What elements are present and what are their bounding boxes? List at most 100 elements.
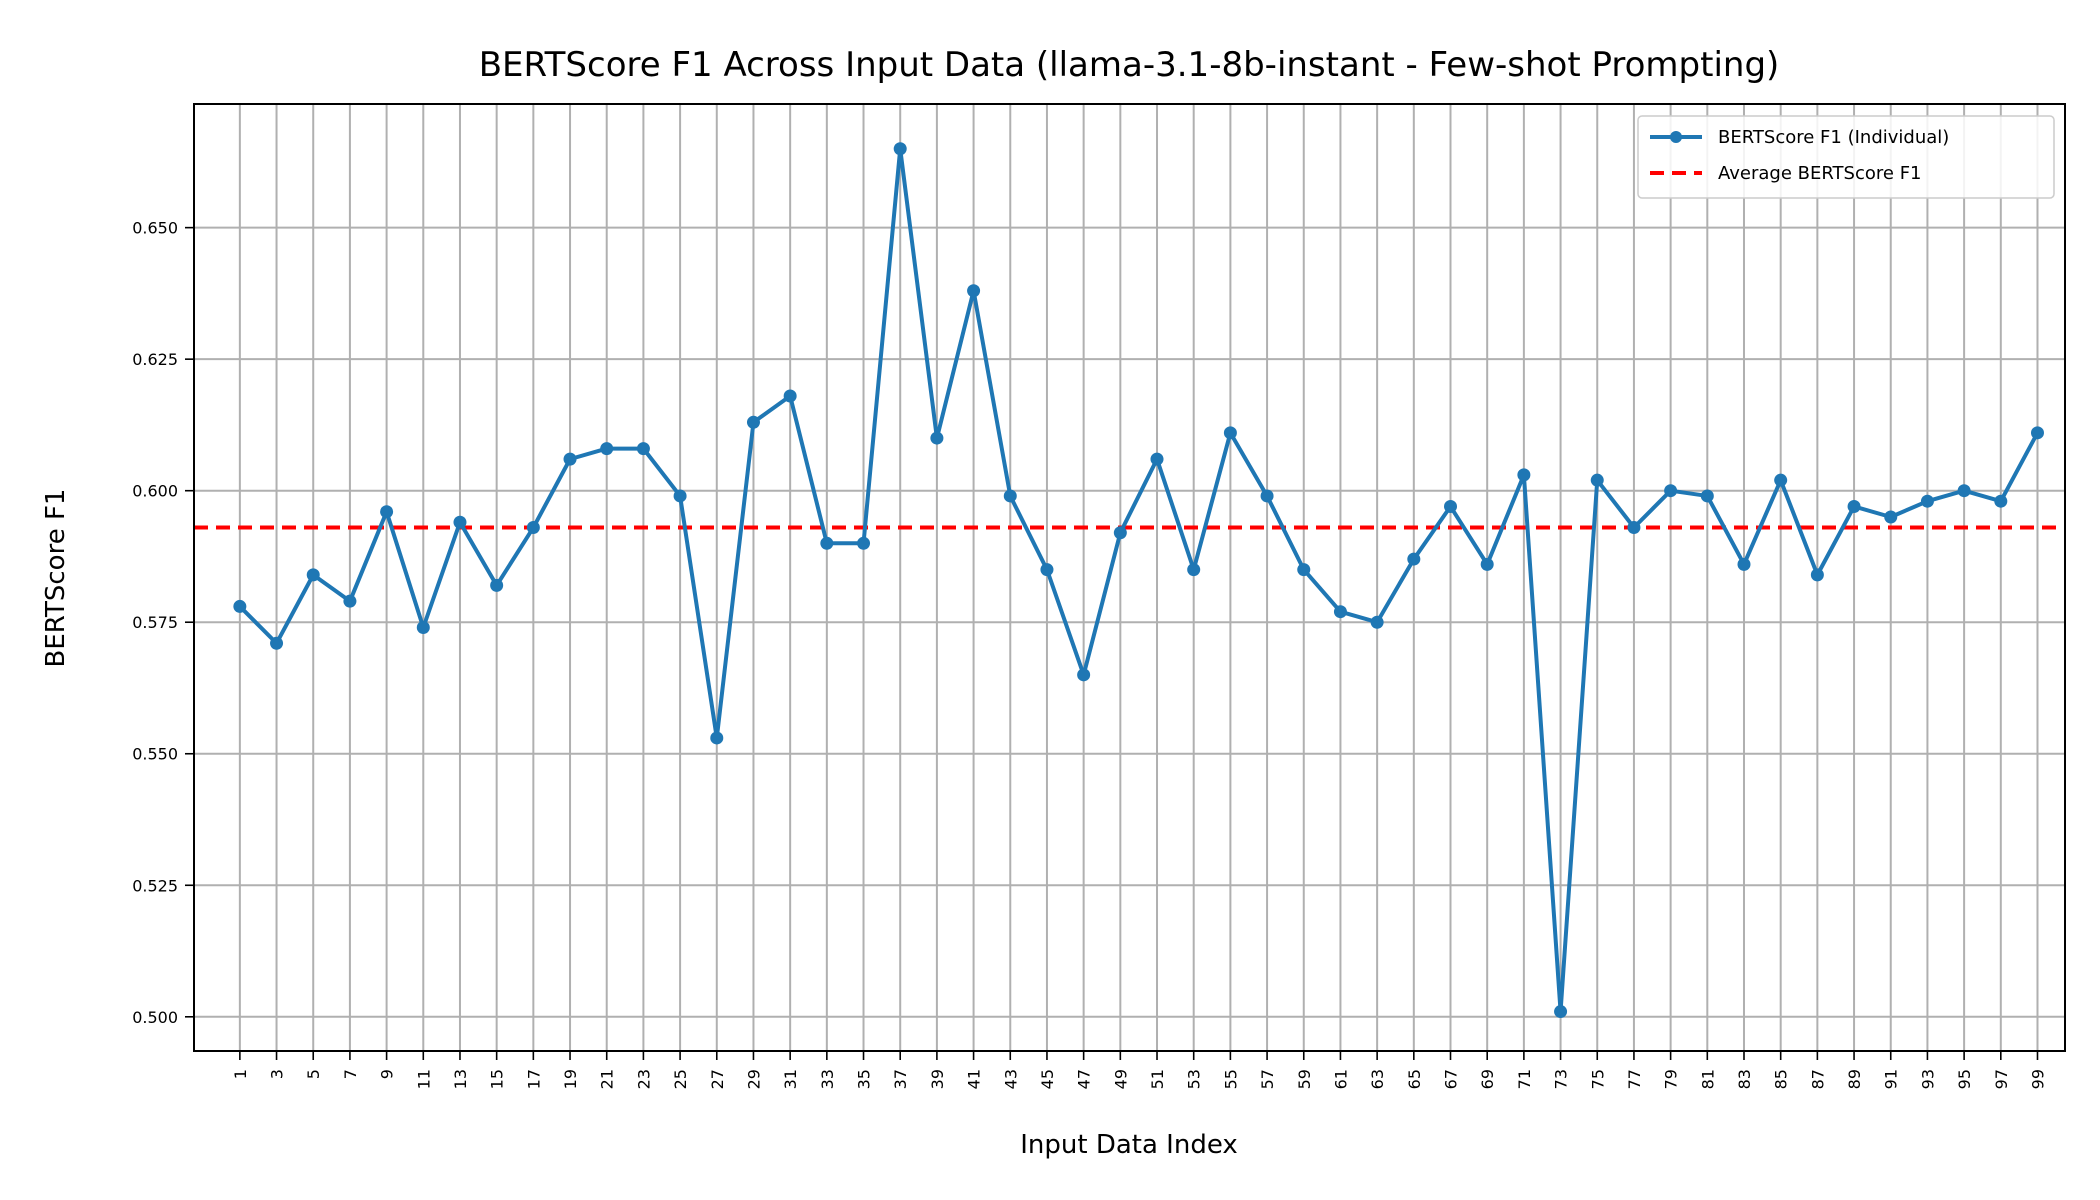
data-point [930, 431, 944, 445]
x-tick-label: 93 [1918, 1069, 1937, 1089]
data-point [1113, 526, 1127, 540]
x-tick-label: 1 [231, 1069, 250, 1079]
data-point [600, 442, 614, 456]
data-point [1700, 489, 1714, 503]
x-tick-label: 5 [304, 1069, 323, 1079]
data-point [1847, 499, 1861, 513]
x-tick-label: 37 [891, 1069, 910, 1089]
y-tick-label: 0.600 [132, 482, 178, 501]
x-tick-label: 13 [451, 1069, 470, 1089]
data-point [673, 489, 687, 503]
plot-frame [193, 103, 2066, 1052]
y-tick-label: 0.650 [132, 219, 178, 238]
chart-title: BERTScore F1 Across Input Data (llama-3.… [479, 45, 1780, 85]
data-point [1260, 489, 1274, 503]
grid-layer [194, 104, 2065, 1051]
x-tick-label: 25 [671, 1069, 690, 1089]
data-point [1884, 510, 1898, 524]
x-tick-label: 47 [1075, 1069, 1094, 1089]
data-point [1920, 494, 1934, 508]
data-point [967, 284, 981, 298]
data-point [1957, 484, 1971, 498]
data-point [1810, 568, 1824, 582]
x-tick-label: 43 [1001, 1069, 1020, 1089]
data-point [1003, 489, 1017, 503]
x-tick-label: 71 [1515, 1069, 1534, 1089]
x-tick-label: 35 [855, 1069, 874, 1089]
data-point [636, 442, 650, 456]
x-tick-label: 19 [561, 1069, 580, 1089]
data-point [306, 568, 320, 582]
x-tick-label: 99 [2028, 1069, 2047, 1089]
data-point [2030, 426, 2044, 440]
data-point [416, 620, 430, 634]
data-point [453, 515, 467, 529]
y-tick-label: 0.500 [132, 1008, 178, 1027]
data-point [893, 142, 907, 156]
data-point [380, 505, 394, 519]
data-point [857, 536, 871, 550]
x-tick-label: 49 [1111, 1069, 1130, 1089]
data-point [1077, 668, 1091, 682]
data-point [490, 578, 504, 592]
x-tick-label: 67 [1442, 1069, 1461, 1089]
data-point [1333, 605, 1347, 619]
data-point [1297, 563, 1311, 577]
x-tick-label: 79 [1662, 1069, 1681, 1089]
data-point [343, 594, 357, 608]
x-tick-label: 7 [341, 1069, 360, 1079]
data-point [1737, 557, 1751, 571]
x-tick-label: 85 [1772, 1069, 1791, 1089]
data-point [1040, 563, 1054, 577]
legend: BERTScore F1 (Individual) Average BERTSc… [1637, 115, 2055, 199]
legend-series-marker [1670, 131, 1682, 143]
data-point [233, 599, 247, 613]
x-tick-label: 97 [1992, 1069, 2011, 1089]
data-point [710, 731, 724, 745]
legend-series-label: BERTScore F1 (Individual) [1718, 127, 1949, 148]
data-point [1444, 499, 1458, 513]
x-tick-label: 87 [1808, 1069, 1827, 1089]
data-point [1150, 452, 1164, 466]
x-tick-label: 73 [1552, 1069, 1571, 1089]
x-tick-label: 17 [524, 1069, 543, 1089]
y-tick-label: 0.625 [132, 350, 178, 369]
data-point [1590, 473, 1604, 487]
x-tick-label: 61 [1331, 1069, 1350, 1089]
data-point [820, 536, 834, 550]
tick-layer: 1 3 5 7 9 11 13 15 17 19 21 23 25 27 29 31 33 35 37 39 41 43 4… [132, 219, 2047, 1090]
x-tick-label: 53 [1185, 1069, 1204, 1089]
data-point [1994, 494, 2008, 508]
x-tick-label: 3 [268, 1069, 287, 1079]
legend-average-label: Average BERTScore F1 [1718, 163, 1922, 184]
data-point [1554, 1005, 1568, 1019]
x-tick-label: 11 [414, 1069, 433, 1089]
x-tick-label: 57 [1258, 1069, 1277, 1089]
x-tick-label: 51 [1148, 1069, 1167, 1089]
x-tick-label: 59 [1295, 1069, 1314, 1089]
data-point [563, 452, 577, 466]
x-tick-label: 55 [1221, 1069, 1240, 1089]
y-axis-label: BERTScore F1 [41, 489, 71, 668]
x-tick-label: 9 [378, 1069, 397, 1079]
data-point [270, 636, 284, 650]
data-point [1664, 484, 1678, 498]
data-point [1774, 473, 1788, 487]
x-tick-label: 27 [708, 1069, 727, 1089]
legend-box [1637, 115, 2055, 199]
data-point [783, 389, 797, 403]
x-tick-label: 65 [1405, 1069, 1424, 1089]
series-line [238, 146, 2040, 1014]
data-point [1517, 468, 1531, 482]
x-tick-label: 91 [1882, 1069, 1901, 1089]
data-point [1627, 521, 1641, 535]
y-tick-label: 0.575 [132, 613, 178, 632]
x-tick-label: 21 [598, 1069, 617, 1089]
x-tick-label: 29 [744, 1069, 763, 1089]
data-point [746, 415, 760, 429]
x-tick-label: 89 [1845, 1069, 1864, 1089]
data-point [1223, 426, 1237, 440]
y-tick-label: 0.550 [132, 745, 178, 764]
x-tick-label: 41 [965, 1069, 984, 1089]
